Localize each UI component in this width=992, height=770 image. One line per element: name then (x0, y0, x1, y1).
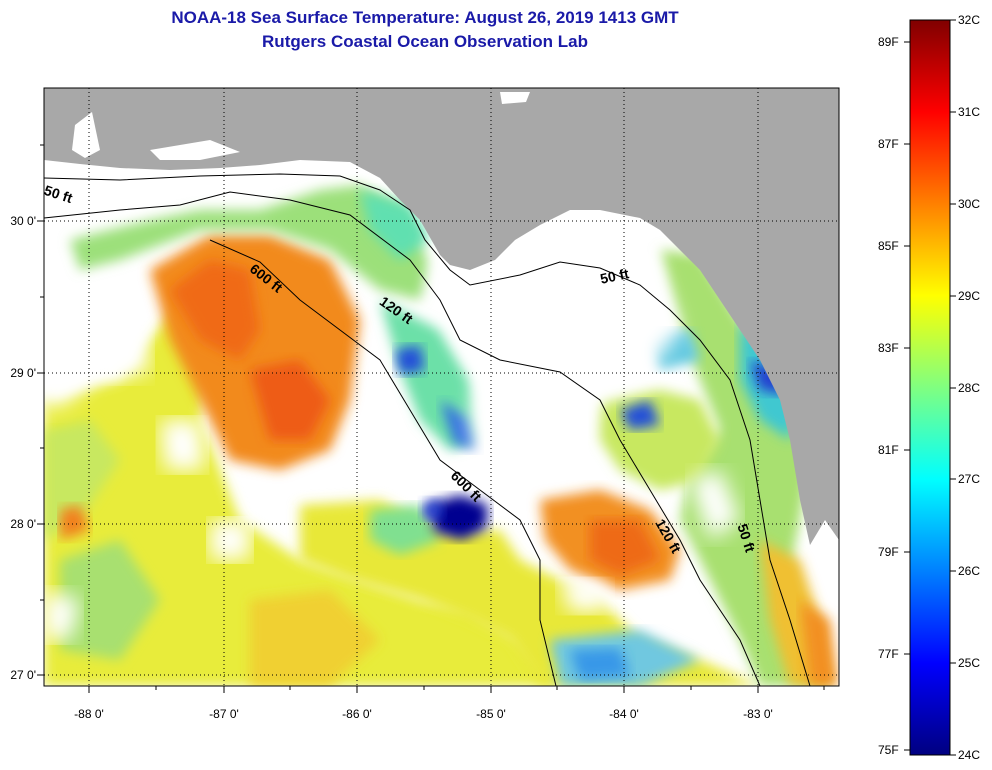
sst-field (44, 185, 838, 686)
x-tick-label: -84 0' (609, 707, 639, 721)
map-title: NOAA-18 Sea Surface Temperature: August … (171, 8, 679, 27)
colorbar-celsius-label: 32C (958, 13, 981, 27)
y-tick-label: 30 0' (10, 214, 36, 228)
colorbar-celsius-label: 28C (958, 381, 981, 395)
colorbar-fahrenheit-label: 87F (878, 137, 899, 151)
x-tick-label: -85 0' (476, 707, 506, 721)
colorbar-fahrenheit-label: 79F (878, 545, 899, 559)
colorbar-celsius-label: 24C (958, 748, 981, 762)
colorbar-fahrenheit-label: 75F (878, 743, 899, 757)
y-tick-label: 28 0' (10, 517, 36, 531)
bay (150, 140, 240, 160)
colorbar-celsius-label: 30C (958, 197, 981, 211)
colorbar-fahrenheit-label: 89F (878, 35, 899, 49)
land (44, 88, 839, 545)
x-tick-label: -83 0' (743, 707, 773, 721)
x-tick-label: -87 0' (209, 707, 239, 721)
colorbar-celsius-label: 27C (958, 472, 981, 486)
colorbar-fahrenheit-label: 85F (878, 239, 899, 253)
colorbar-fahrenheit-label: 81F (878, 443, 899, 457)
colorbar (909, 19, 951, 756)
map-subtitle: Rutgers Coastal Ocean Observation Lab (262, 32, 588, 51)
colorbar-fahrenheit-label: 77F (878, 647, 899, 661)
lake (500, 92, 530, 104)
colorbar-celsius-label: 26C (958, 564, 981, 578)
depth-contours (44, 173, 811, 686)
colorbar-celsius-label: 25C (958, 656, 981, 670)
x-tick-label: -86 0' (342, 707, 372, 721)
colorbar-celsius-label: 29C (958, 289, 981, 303)
axis-ticks (37, 144, 825, 693)
bay (72, 112, 100, 158)
colorbar-ticks (904, 19, 956, 756)
y-tick-label: 27 0' (10, 668, 36, 682)
y-tick-label: 29 0' (10, 366, 36, 380)
colorbar-celsius-label: 31C (958, 105, 981, 119)
colorbar-fahrenheit-label: 83F (878, 341, 899, 355)
x-tick-label: -88 0' (74, 707, 104, 721)
graticule (44, 88, 839, 686)
map-border (43, 87, 840, 687)
